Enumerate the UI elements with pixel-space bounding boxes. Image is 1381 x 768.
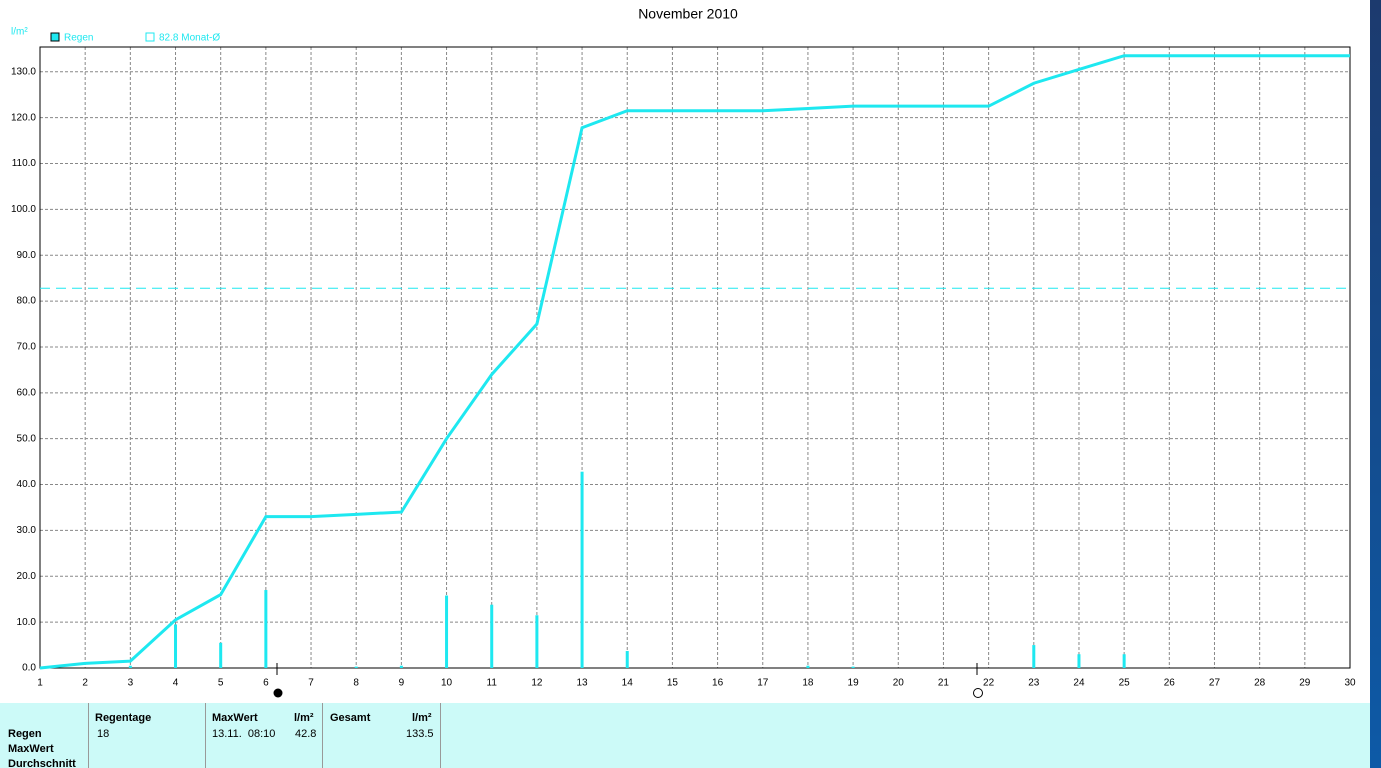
x-tick-label: 3 (128, 678, 134, 689)
x-tick-label: 24 (1073, 678, 1085, 689)
cell: 18 (97, 728, 110, 740)
x-tick-label: 1 (37, 678, 43, 689)
daily-bar (128, 665, 132, 668)
x-tick-label: 17 (757, 678, 769, 689)
daily-bar (625, 651, 629, 668)
summary-panel: Regen MaxWert Durchschnitt Regentage Max… (0, 703, 1370, 768)
x-tick-label: 25 (1119, 678, 1131, 689)
x-tick-label: 10 (441, 678, 453, 689)
row-label: MaxWert (8, 743, 54, 755)
separator (322, 703, 323, 768)
full-moon (273, 688, 283, 698)
legend-swatch (145, 32, 155, 42)
daily-bar (535, 615, 539, 668)
window-edge (1370, 0, 1381, 768)
y-tick-label: 100.0 (11, 204, 36, 215)
y-tick-label: 60.0 (17, 387, 37, 398)
x-tick-label: 13 (577, 678, 589, 689)
x-tick-label: 12 (531, 678, 543, 689)
cell: 13.11. 08:10 (212, 728, 276, 740)
y-tick-label: 120.0 (11, 112, 36, 123)
y-tick-label: 90.0 (17, 250, 37, 261)
y-tick-label: 10.0 (17, 617, 37, 628)
legend-label: 82.8 Monat-Ø (159, 33, 220, 44)
x-tick-label: 4 (173, 678, 179, 689)
y-tick-label: 40.0 (17, 479, 37, 490)
daily-bar (174, 624, 178, 668)
y-tick-label: 30.0 (17, 525, 37, 536)
daily-bar (1032, 645, 1036, 668)
cell: 133.5 (406, 728, 434, 740)
y-tick-label: 130.0 (11, 66, 36, 77)
y-tick-label: 110.0 (12, 158, 37, 169)
x-tick-label: 27 (1209, 678, 1221, 689)
chart-title: November 2010 (638, 6, 738, 22)
daily-bar (1077, 654, 1081, 668)
header: MaxWert (212, 712, 258, 724)
header: Regentage (95, 712, 152, 724)
x-tick-label: 21 (938, 678, 950, 689)
x-tick-label: 14 (622, 678, 634, 689)
x-tick-label: 7 (308, 678, 314, 689)
x-tick-label: 29 (1299, 678, 1311, 689)
header: l/m² (412, 712, 432, 724)
y-tick-label: 80.0 (17, 296, 37, 307)
x-tick-label: 22 (983, 678, 995, 689)
header: Gesamt (330, 712, 371, 724)
row-label: Regen (8, 728, 42, 740)
chart: November 2010 l/m² Regen 82.8 Monat-Ø 0.… (11, 6, 1356, 698)
row-label: Durchschnitt (8, 758, 76, 768)
y-tick-label: 70.0 (17, 342, 37, 353)
x-tick-label: 26 (1164, 678, 1176, 689)
x-tick-label: 23 (1028, 678, 1040, 689)
x-tick-label: 2 (82, 678, 88, 689)
daily-bar (851, 666, 855, 668)
x-tick-label: 19 (848, 678, 860, 689)
rain-line (39, 54, 1350, 670)
x-tick-label: 11 (487, 678, 498, 689)
legend-swatch (50, 32, 60, 42)
daily-bar (490, 604, 494, 668)
daily-bar (219, 642, 223, 668)
x-tick-label: 8 (353, 678, 359, 689)
daily-bar (264, 590, 268, 668)
x-tick-label: 30 (1344, 678, 1356, 689)
y-tick-label: 50.0 (17, 433, 37, 444)
separator (440, 703, 441, 768)
daily-bar (806, 665, 810, 668)
legend-label: Regen (64, 33, 93, 44)
x-tick-label: 5 (218, 678, 224, 689)
x-tick-label: 18 (802, 678, 814, 689)
x-tick-label: 9 (399, 678, 405, 689)
plot-border (39, 46, 1351, 669)
x-tick-label: 16 (712, 678, 724, 689)
y-tick-label: 20.0 (17, 571, 37, 582)
cell: 42.8 (295, 728, 317, 740)
x-tick-label: 28 (1254, 678, 1266, 689)
x-tick-label: 6 (263, 678, 269, 689)
daily-bar (1122, 654, 1126, 668)
separator (205, 703, 206, 768)
x-tick-label: 15 (667, 678, 679, 689)
daily-bar (354, 666, 358, 668)
daily-bar (580, 471, 584, 668)
header: l/m² (294, 712, 314, 724)
y-unit: l/m² (11, 27, 28, 38)
new-moon (973, 688, 983, 698)
x-tick-label: 20 (893, 678, 905, 689)
y-tick-label: 0.0 (22, 663, 36, 674)
separator (88, 703, 89, 768)
daily-bar (445, 595, 449, 668)
daily-bar (399, 665, 403, 668)
